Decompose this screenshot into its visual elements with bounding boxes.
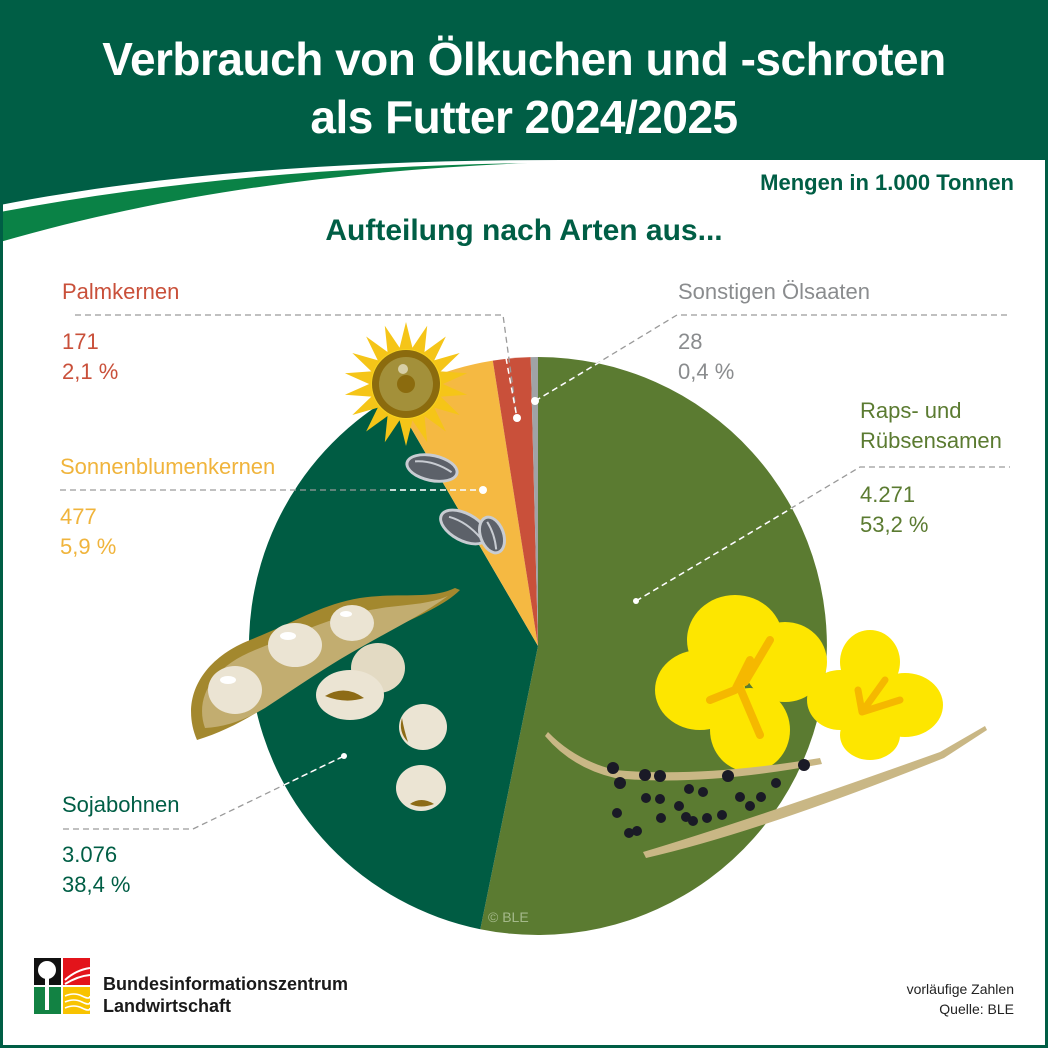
label-value: 477 [60, 504, 97, 529]
label-name: Sojabohnen [62, 792, 180, 817]
title-line-2: als Futter 2024/2025 [310, 91, 738, 143]
sunflower-seeds-icon [405, 453, 507, 555]
soybeans-icon [316, 643, 447, 811]
copyright-notice: © BLE [488, 909, 529, 925]
label-percent: 0,4 % [678, 359, 735, 384]
label-name-line-2: Rübsensamen [860, 428, 1002, 453]
note-source: Quelle: BLE [939, 1001, 1014, 1017]
label-sonnenblumenkernen: Sonnenblumenkernen 477 5,9 % [60, 452, 276, 559]
note-preliminary: vorläufige Zahlen [906, 981, 1014, 997]
slice-raps [480, 357, 827, 935]
header-band [0, 0, 1048, 242]
label-name: Palmkernen [62, 279, 180, 304]
label-percent: 5,9 % [60, 534, 117, 559]
leader-dots [341, 397, 639, 759]
organization-name: Bundesinformationszentrum Landwirtschaft [103, 973, 348, 1017]
label-percent: 38,4 % [62, 872, 131, 897]
soybean-pod-icon [191, 588, 460, 740]
label-value: 4.271 [860, 482, 916, 507]
title-line-1: Verbrauch von Ölkuchen und -schroten [102, 33, 946, 85]
label-value: 28 [678, 329, 703, 354]
bzl-logo-icon [34, 958, 90, 1014]
chart-subtitle: Aufteilung nach Arten aus... [325, 214, 723, 247]
leader-palm [75, 314, 518, 419]
rapeseed-pods-icon [545, 726, 987, 858]
unit-label: Mengen in 1.000 Tonnen [760, 170, 1014, 195]
label-sojabohnen: Sojabohnen 3.076 38,4 % [62, 790, 180, 897]
rapeseed-seeds-icon [607, 759, 810, 838]
org-line-2: Landwirtschaft [103, 996, 232, 1016]
slice-sonnen [392, 360, 538, 646]
label-name: Sonnenblumenkernen [60, 454, 276, 479]
leader-lines-inside [283, 357, 793, 786]
label-name-line-1: Raps- und [860, 398, 962, 423]
source-note: vorläufige Zahlen Quelle: BLE [907, 979, 1014, 1019]
label-value: 171 [62, 329, 99, 354]
label-name: Sonstigen Ölsaaten [678, 279, 871, 304]
label-sonstige-oelsaaten: Sonstigen Ölsaaten 28 0,4 % [678, 277, 871, 384]
label-percent: 53,2 % [860, 512, 929, 537]
label-raps-ruebsensamen: Raps- und Rübsensamen 4.271 53,2 % [860, 396, 1002, 537]
org-line-1: Bundesinformationszentrum [103, 974, 349, 994]
label-value: 3.076 [62, 842, 118, 867]
leader-raps [635, 466, 1010, 602]
rapeseed-flower-icon [655, 595, 943, 772]
sunflower-icon [344, 322, 468, 446]
slice-palm [492, 357, 538, 646]
label-palmkernen: Palmkernen 171 2,1 % [62, 277, 180, 384]
label-percent: 2,1 % [62, 359, 119, 384]
slice-sonst [530, 357, 538, 646]
page-title: Verbrauch von Ölkuchen und -schroten als… [0, 30, 1048, 146]
